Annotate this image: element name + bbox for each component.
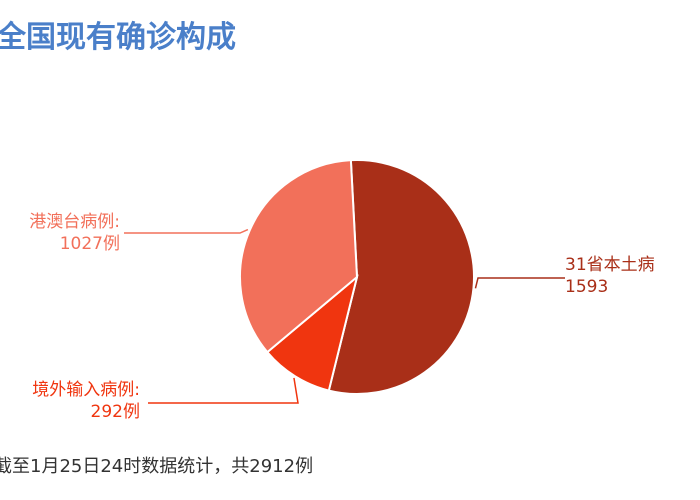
pie-slice-1	[327, 159, 475, 395]
leader-line-2	[148, 377, 299, 404]
slice-label-2-name: 境外输入病例:	[32, 380, 140, 400]
leader-line-3	[124, 228, 249, 234]
slice-label-3-name: 港澳台病例:	[29, 212, 120, 232]
pie-slice-3	[239, 159, 359, 354]
chart-title: 全国现有确诊构成	[0, 20, 236, 55]
footer-note: 截至1月25日24时数据统计，共2912例	[0, 456, 314, 477]
slice-label-2-value: 292例	[91, 402, 140, 422]
leader-line-1	[474, 277, 565, 289]
pie-slice-2	[265, 274, 359, 392]
slice-label-1-value: 1593	[565, 277, 608, 297]
slice-label-1-name: 31省本土病	[565, 255, 655, 275]
slice-label-3-value: 1027例	[60, 234, 120, 254]
